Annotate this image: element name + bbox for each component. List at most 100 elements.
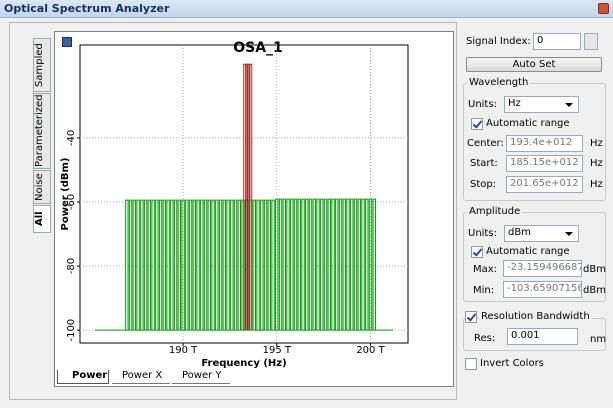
amplitude-group	[463, 212, 606, 302]
y-tick-label: -80	[66, 258, 77, 274]
spectral-line	[128, 199, 133, 331]
auto-range-label: Automatic range	[486, 118, 570, 129]
spectral-line	[162, 199, 167, 331]
spectral-line	[305, 198, 309, 331]
spectral-line	[170, 199, 174, 331]
spectral-line	[158, 199, 163, 331]
stop-input[interactable]: 201.65e+012	[506, 176, 583, 193]
units-select[interactable]: Hz	[504, 96, 579, 113]
spectral-line	[245, 199, 249, 331]
spectral-line	[155, 199, 159, 331]
res-label: Res:	[474, 333, 496, 344]
spectral-line	[246, 63, 251, 331]
x-tick-label: 200 T	[356, 345, 385, 356]
plot-frame	[79, 44, 409, 344]
spectral-line	[323, 198, 328, 331]
chart-icon	[62, 37, 72, 47]
res-input[interactable]: 0.001	[507, 328, 578, 345]
spectral-line	[147, 199, 152, 331]
spectral-line	[125, 199, 129, 331]
spectral-line	[372, 198, 376, 331]
spectral-line	[203, 199, 208, 331]
spectral-line	[215, 199, 219, 331]
spectral-line	[342, 198, 346, 331]
spectral-line	[252, 199, 257, 331]
amp-units-label: Units:	[468, 228, 497, 239]
x-axis-label: Frequency (Hz)	[201, 358, 286, 369]
spectral-line	[196, 199, 200, 331]
spectral-line	[278, 198, 283, 331]
spectral-line	[185, 199, 189, 331]
spectral-line	[357, 198, 361, 331]
spectral-line	[365, 198, 369, 331]
spectral-line	[312, 198, 316, 331]
tab-power-y[interactable]: Power Y	[172, 370, 230, 384]
spectral-line	[346, 198, 350, 331]
window-title: Optical Spectrum Analyzer	[4, 2, 170, 15]
spectral-line	[226, 199, 230, 331]
res-unit: nm	[590, 334, 607, 345]
spectral-line	[211, 199, 215, 331]
spectral-line	[177, 199, 182, 331]
start-input[interactable]: 185.15e+012	[506, 155, 583, 172]
spectral-line	[271, 199, 275, 331]
wavelength-group	[463, 83, 606, 201]
spectral-line	[353, 198, 358, 331]
center-label: Center:	[467, 138, 504, 149]
x-tick-label: 195 T	[263, 345, 292, 356]
y-tick-label: -60	[66, 194, 77, 210]
resolution-checkbox[interactable]	[465, 311, 477, 323]
spectral-line	[282, 198, 286, 331]
spectral-line	[173, 199, 178, 331]
wavelength-title: Wavelength	[467, 77, 531, 88]
spectral-line	[301, 198, 305, 331]
stop-unit: Hz	[590, 179, 603, 190]
spectral-line	[338, 198, 343, 331]
spectral-line	[140, 199, 144, 331]
left-pane	[9, 22, 457, 400]
invert-checkbox[interactable]	[465, 358, 477, 370]
center-input[interactable]: 193.4e+012	[506, 135, 583, 152]
amp-units-select[interactable]: dBm	[504, 225, 579, 242]
chart-title: OSA_1	[233, 40, 283, 56]
spectral-line	[335, 198, 339, 331]
spectral-line	[275, 198, 279, 331]
tab-power-x[interactable]: Power X	[112, 370, 170, 384]
signal-index-input[interactable]: 0	[533, 33, 581, 50]
spectral-line	[136, 199, 140, 331]
spectral-line	[188, 199, 193, 331]
spectral-line	[267, 199, 272, 331]
max-unit: dBm	[583, 264, 606, 275]
start-label: Start:	[470, 158, 498, 169]
min-input[interactable]: -103.65907156	[503, 281, 582, 298]
spectral-line	[166, 199, 170, 331]
tab-power[interactable]: Power	[57, 370, 109, 384]
y-tick-label: -100	[66, 319, 77, 342]
auto-set-button[interactable]: Auto Set	[466, 57, 602, 72]
spectral-line	[243, 63, 247, 331]
auto-range-checkbox[interactable]	[471, 118, 483, 130]
spinner[interactable]	[584, 33, 598, 50]
spectral-line	[132, 199, 137, 331]
amp-auto-range-checkbox[interactable]	[471, 246, 483, 258]
spectral-line	[293, 198, 298, 331]
spectral-line	[350, 198, 354, 331]
spectral-line	[260, 199, 264, 331]
spectral-line	[248, 63, 253, 331]
spectral-line	[207, 199, 212, 331]
spectral-line	[368, 198, 373, 331]
amplitude-title: Amplitude	[467, 206, 523, 217]
min-unit: dBm	[583, 285, 606, 296]
spectral-line	[290, 198, 294, 331]
spectral-line	[237, 199, 242, 331]
spectral-line	[297, 198, 301, 331]
spectral-line	[263, 199, 268, 331]
close-button[interactable]	[598, 3, 609, 14]
invert-label: Invert Colors	[480, 358, 544, 369]
y-axis-label: Power (dBm)	[60, 158, 71, 231]
spectral-line	[327, 198, 331, 331]
max-input[interactable]: -23.159496687	[503, 260, 582, 277]
spectral-line	[192, 199, 197, 331]
